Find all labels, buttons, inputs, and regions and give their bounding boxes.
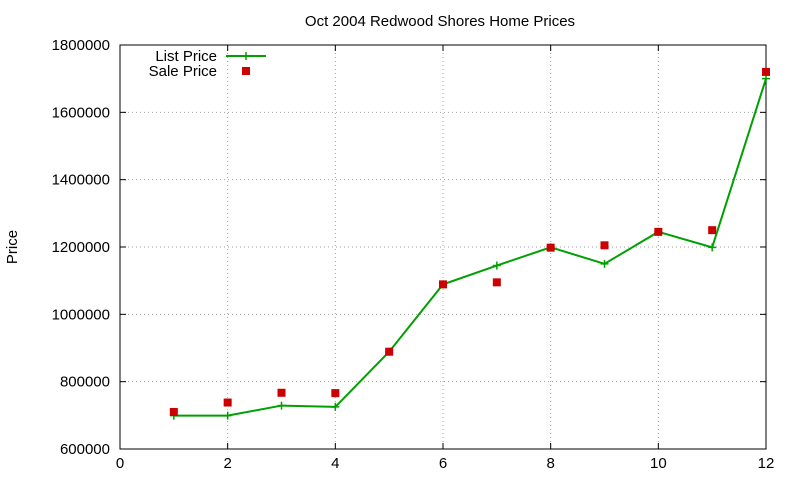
y-tick-label: 800000 (60, 374, 110, 391)
sale-price-point (492, 278, 501, 287)
sale-price-point (654, 227, 663, 236)
x-tick-label: 8 (546, 455, 554, 472)
y-tick-label: 1400000 (52, 172, 110, 189)
list-price-point (762, 74, 770, 83)
x-tick-label: 12 (758, 455, 775, 472)
legend-label-sale-price: Sale Price (149, 63, 217, 80)
axis-ticks: 0 2 4 6 8 10 12 600000 800000 1000000 1200000 14000… (52, 37, 775, 472)
y-tick-label: 1600000 (52, 104, 110, 121)
sale-price-point (277, 388, 286, 397)
grid (120, 45, 766, 449)
list-price-point (277, 401, 286, 410)
legend-marks (226, 52, 266, 75)
legend-label-list-price: List Price (155, 48, 217, 65)
sale-price-point (331, 389, 340, 398)
chart-title: Oct 2004 Redwood Shores Home Prices (305, 13, 575, 30)
sale-price-point (600, 241, 609, 250)
y-axis-label: Price (4, 230, 21, 264)
y-tick-label: 1200000 (52, 239, 110, 256)
y-tick-label: 600000 (60, 441, 110, 458)
legend: List Price Sale Price (149, 48, 266, 80)
list-price-point (492, 261, 501, 270)
x-tick-label: 4 (331, 455, 339, 472)
sale-price-point (708, 226, 717, 235)
y-tick-label: 1800000 (52, 37, 110, 54)
sale-price-point (385, 347, 394, 356)
list-price-point (223, 411, 232, 420)
list-price-point (600, 259, 609, 268)
legend-marker-list-price (242, 52, 250, 60)
list-price-point (331, 402, 340, 411)
legend-marker-sale-price (242, 67, 250, 75)
sale-price-point (439, 280, 447, 289)
sale-price-point (169, 407, 178, 416)
y-tick-label: 1000000 (52, 306, 110, 323)
series (169, 67, 770, 420)
x-tick-label: 2 (223, 455, 231, 472)
sale-price-point (762, 67, 770, 76)
sale-price-point (223, 398, 232, 407)
x-tick-label: 0 (116, 455, 124, 472)
x-tick-label: 10 (650, 455, 667, 472)
sale-price-point (546, 243, 555, 252)
list-price-point (708, 243, 717, 252)
series-line-list-price (173, 78, 767, 417)
x-tick-label: 6 (439, 455, 447, 472)
